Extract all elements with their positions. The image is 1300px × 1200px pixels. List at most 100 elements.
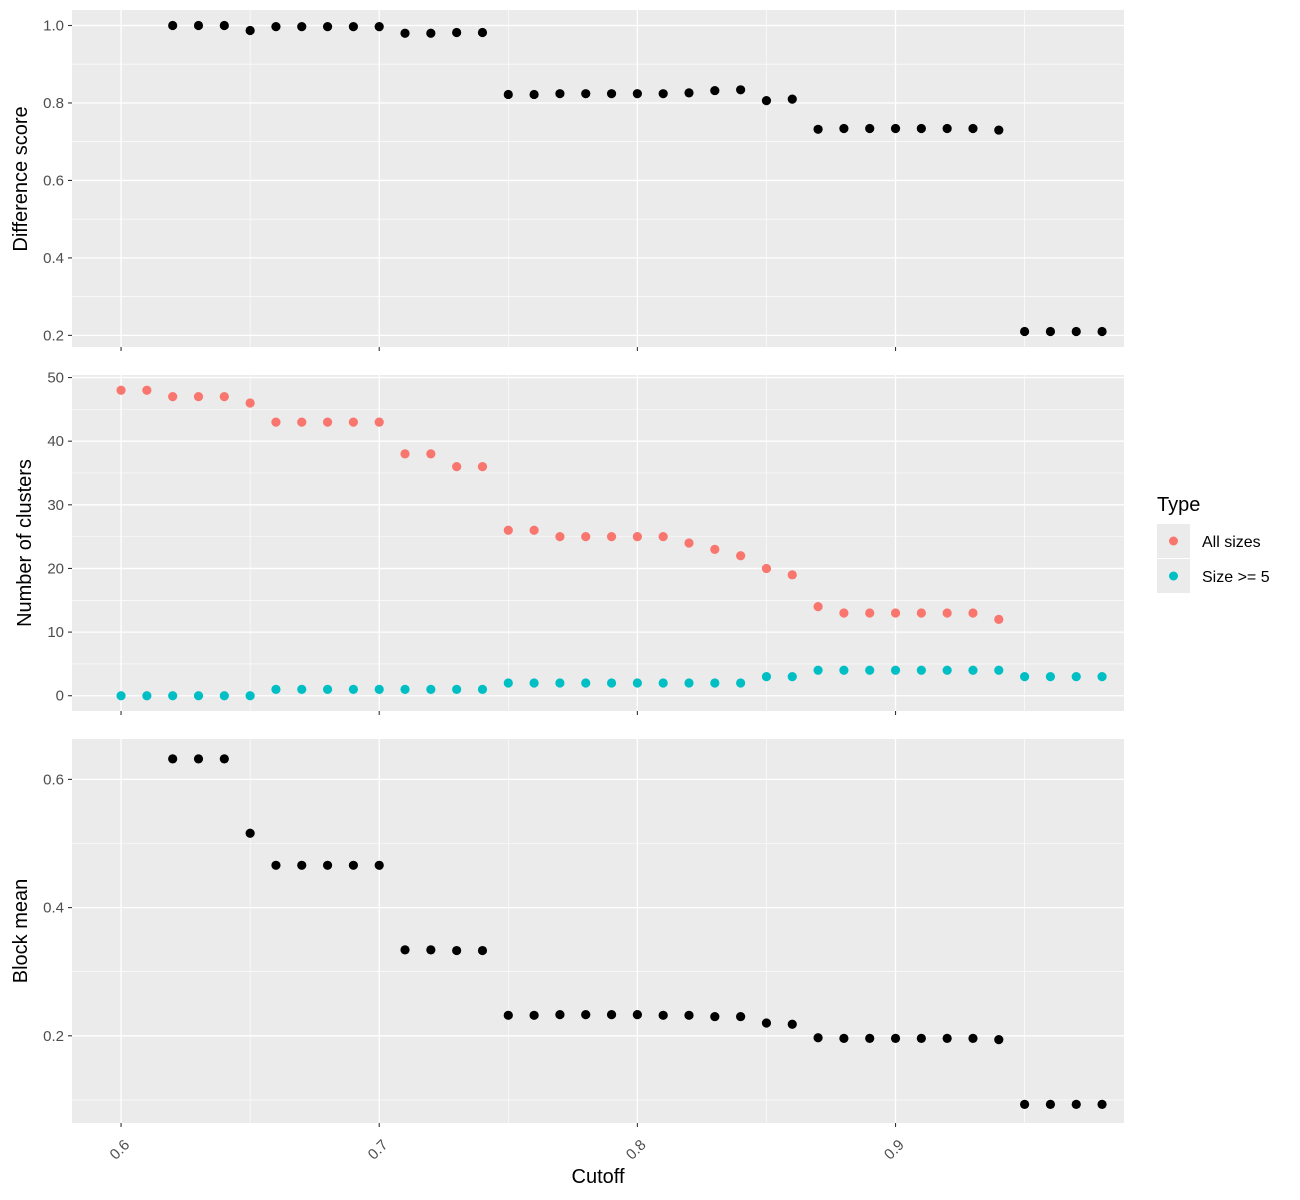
- point-all-sizes: [322, 417, 333, 427]
- point-all-sizes: [710, 544, 720, 554]
- point-series: [761, 96, 772, 106]
- point-series: [1097, 326, 1107, 337]
- point-size-5: [581, 678, 591, 688]
- y-tick-label: 0.2: [43, 327, 64, 344]
- x-tick-label: 0.9: [881, 1137, 908, 1164]
- point-series: [348, 860, 358, 870]
- point-series: [193, 754, 204, 764]
- point-size-5: [1045, 672, 1056, 682]
- y-tick-label: 40: [47, 433, 64, 450]
- point-all-sizes: [297, 417, 307, 427]
- point-all-sizes: [374, 417, 384, 427]
- y-tick-label: 0.2: [43, 1028, 64, 1045]
- point-size-5: [1071, 672, 1081, 682]
- point-series: [452, 945, 462, 956]
- point-series: [994, 125, 1004, 135]
- point-series: [606, 89, 617, 99]
- panel-background: [72, 375, 1124, 711]
- point-size-5: [477, 684, 488, 694]
- point-series: [297, 860, 307, 870]
- panel-block-mean: 0.2 0.4 0.6: [43, 739, 1124, 1127]
- point-series: [219, 754, 229, 764]
- point-size-5: [968, 665, 978, 675]
- point-all-sizes: [942, 608, 952, 618]
- point-size-5: [374, 684, 384, 694]
- point-series: [1020, 326, 1030, 337]
- point-size-5: [271, 684, 281, 694]
- point-series: [813, 1033, 823, 1043]
- point-all-sizes: [426, 449, 436, 459]
- point-all-sizes: [477, 462, 488, 472]
- point-all-sizes: [865, 608, 875, 618]
- point-size-5: [606, 678, 617, 688]
- point-series: [865, 123, 875, 134]
- point-all-sizes: [736, 551, 746, 561]
- point-series: [942, 123, 952, 134]
- point-series: [245, 828, 255, 838]
- point-series: [219, 20, 229, 31]
- point-size-5: [219, 691, 229, 701]
- point-series: [245, 25, 255, 36]
- point-series: [503, 89, 513, 100]
- point-all-sizes: [219, 392, 229, 402]
- point-all-sizes: [606, 532, 617, 542]
- point-series: [581, 1010, 591, 1020]
- point-size-5: [142, 691, 152, 701]
- panel-background: [72, 10, 1124, 347]
- point-series: [348, 22, 358, 32]
- point-series: [787, 1019, 797, 1029]
- point-series: [736, 85, 746, 95]
- panel-number-of-clusters: 0 10 20 30 40 50: [47, 370, 1124, 715]
- point-series: [400, 28, 410, 38]
- point-size-5: [1020, 672, 1030, 682]
- point-size-5: [658, 678, 668, 688]
- point-series: [916, 1033, 926, 1043]
- point-all-sizes: [684, 538, 694, 548]
- point-series: [839, 123, 849, 134]
- point-size-5: [193, 691, 204, 701]
- point-all-sizes: [245, 398, 255, 408]
- point-all-sizes: [994, 614, 1004, 624]
- point-all-sizes: [761, 563, 772, 574]
- point-series: [710, 1011, 720, 1022]
- point-size-5: [994, 665, 1004, 675]
- point-series: [942, 1033, 952, 1043]
- point-series: [865, 1033, 875, 1043]
- point-series: [968, 123, 978, 134]
- point-size-5: [322, 684, 333, 694]
- point-all-sizes: [658, 532, 668, 542]
- point-series: [658, 89, 668, 99]
- point-series: [477, 945, 488, 956]
- point-all-sizes: [168, 392, 178, 402]
- point-series: [529, 1010, 539, 1020]
- y-tick-label: 50: [47, 370, 64, 387]
- point-series: [555, 89, 565, 99]
- point-series: [374, 860, 384, 870]
- point-series: [632, 89, 642, 99]
- y-tick-label: 1.0: [43, 17, 64, 34]
- x-tick-label: 0.8: [623, 1137, 650, 1164]
- point-size-5: [452, 684, 462, 694]
- point-series: [1020, 1099, 1030, 1110]
- point-series: [529, 89, 539, 100]
- point-size-5: [813, 665, 823, 675]
- y-tick-label: 0.4: [43, 250, 64, 267]
- point-size-5: [116, 691, 126, 701]
- point-series: [322, 22, 333, 32]
- point-size-5: [710, 678, 720, 688]
- point-series: [503, 1010, 513, 1020]
- point-series: [606, 1010, 617, 1020]
- point-size-5: [684, 678, 694, 688]
- y-tick-label: 0.8: [43, 95, 64, 112]
- y-tick-label: 0.6: [43, 771, 64, 788]
- point-series: [1045, 1099, 1056, 1110]
- point-series: [890, 1033, 901, 1043]
- legend-swatch-size-5: [1169, 571, 1178, 581]
- point-size-5: [865, 665, 875, 675]
- point-series: [916, 123, 926, 134]
- point-size-5: [736, 678, 746, 688]
- point-series: [890, 123, 901, 134]
- point-size-5: [503, 678, 513, 688]
- y-axis-title-number-of-clusters: Number of clusters: [14, 459, 36, 627]
- point-size-5: [942, 665, 952, 675]
